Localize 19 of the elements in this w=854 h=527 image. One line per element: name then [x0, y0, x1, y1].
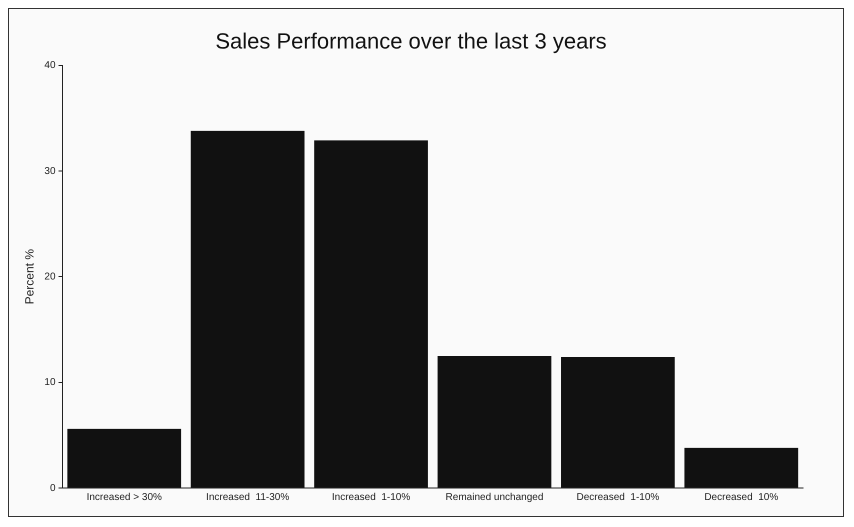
bar	[438, 356, 552, 488]
x-tick-label: Decreased 1-10%	[576, 492, 660, 503]
x-tick-label: Increased > 30%	[86, 492, 162, 503]
y-tick-label: 30	[44, 166, 56, 177]
x-tick-label: Remained unchanged	[446, 492, 544, 503]
bar	[684, 448, 798, 488]
x-tick-label: Increased 1-10%	[332, 492, 410, 503]
bar	[67, 428, 182, 488]
bar	[561, 356, 675, 488]
y-axis-title: Percent %	[22, 248, 37, 304]
x-tick-label: Decreased 10%	[704, 492, 778, 503]
x-tick-label: Increased 11-30%	[206, 492, 290, 503]
chart-title: Sales Performance over the last 3 years	[215, 28, 607, 54]
y-tick-label: 40	[44, 60, 56, 72]
y-tick-label: 20	[44, 271, 56, 282]
y-tick-label: 10	[44, 377, 56, 388]
y-tick-label: 0	[50, 482, 56, 494]
bar	[314, 140, 428, 488]
bar	[190, 130, 305, 488]
